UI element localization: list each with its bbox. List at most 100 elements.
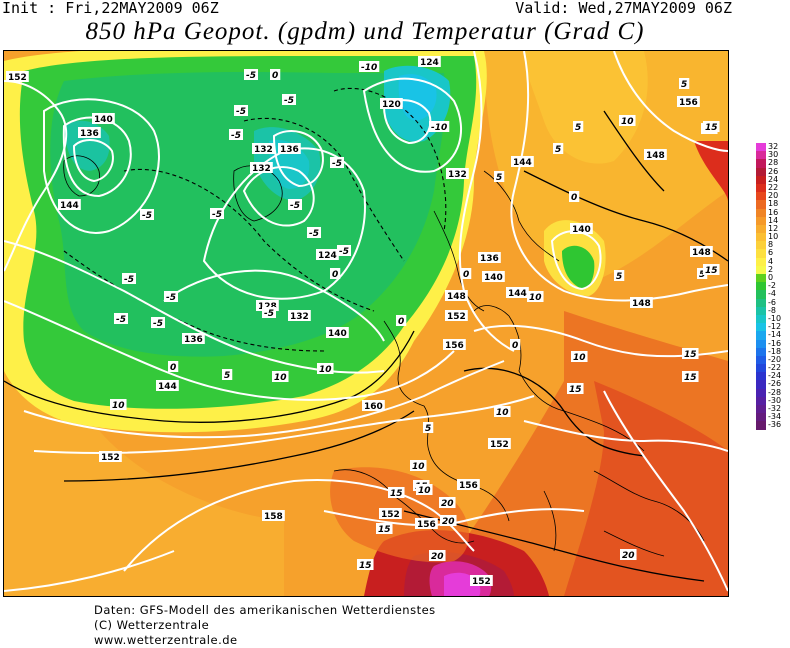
legend-value: -24 xyxy=(768,371,782,381)
svg-text:124: 124 xyxy=(318,251,337,261)
legend-value: -34 xyxy=(768,412,782,422)
geopotential-label: 152 xyxy=(470,575,493,587)
svg-text:140: 140 xyxy=(572,225,591,235)
legend-value: 26 xyxy=(768,166,779,176)
legend-entry: -8 xyxy=(756,305,790,315)
svg-text:-5: -5 xyxy=(142,211,152,221)
temperature-label: 5 xyxy=(553,143,564,155)
temperature-label: 15 xyxy=(703,121,720,133)
svg-text:15: 15 xyxy=(684,350,697,360)
svg-text:20: 20 xyxy=(441,499,454,509)
svg-text:124: 124 xyxy=(420,58,439,68)
temperature-label: 20 xyxy=(620,549,637,561)
svg-text:5: 5 xyxy=(555,145,561,155)
geopotential-label: 120 xyxy=(380,98,403,110)
legend-value: 24 xyxy=(768,174,779,184)
legend-entry: -30 xyxy=(756,396,790,405)
temperature-label: 10 xyxy=(571,351,588,363)
legend-value: -8 xyxy=(768,305,776,315)
legend-value: -32 xyxy=(768,404,782,413)
temperature-label: 10 xyxy=(619,115,636,127)
legend-swatch xyxy=(756,314,766,324)
legend-swatch xyxy=(756,421,766,430)
legend-swatch xyxy=(756,159,766,168)
svg-text:0: 0 xyxy=(170,363,176,373)
geopotential-label: 160 xyxy=(362,400,385,412)
geopotential-label: 132 xyxy=(252,143,275,155)
legend-value: 10 xyxy=(768,232,779,242)
svg-text:136: 136 xyxy=(280,145,299,155)
svg-text:-5: -5 xyxy=(339,247,349,257)
legend-entry: -18 xyxy=(756,347,790,356)
temperature-label: 0 xyxy=(396,315,407,327)
temperature-label: -5 xyxy=(288,199,302,211)
map-title: 850 hPa Geopot. (gpdm) und Temperatur (G… xyxy=(85,18,645,45)
svg-text:20: 20 xyxy=(431,552,444,562)
svg-text:0: 0 xyxy=(512,341,518,351)
svg-text:156: 156 xyxy=(679,98,698,108)
svg-text:10: 10 xyxy=(621,117,634,127)
legend-entry: -22 xyxy=(756,363,790,373)
svg-text:152: 152 xyxy=(8,73,27,83)
svg-text:0: 0 xyxy=(332,270,338,280)
svg-text:148: 148 xyxy=(632,299,651,309)
geopotential-label: 144 xyxy=(58,199,81,211)
geopotential-label: 132 xyxy=(288,310,311,322)
legend-swatch xyxy=(756,208,766,217)
geopotential-label: 152 xyxy=(379,508,402,520)
geopotential-label: 124 xyxy=(316,249,339,261)
footer-website: www.wetterzentrale.de xyxy=(94,633,238,647)
svg-text:156: 156 xyxy=(459,481,478,491)
geopotential-label: 156 xyxy=(677,96,700,108)
legend-entry: 10 xyxy=(756,232,790,242)
legend-entry: 2 xyxy=(756,265,790,274)
temperature-label: 10 xyxy=(527,291,544,303)
temperature-label: 0 xyxy=(461,268,472,280)
legend-entry: -26 xyxy=(756,379,790,389)
legend-swatch xyxy=(756,380,766,389)
geopotential-label: 144 xyxy=(156,380,179,392)
legend-swatch xyxy=(756,192,766,201)
legend-value: 18 xyxy=(768,199,779,209)
legend-entry: -12 xyxy=(756,322,790,332)
legend-swatch xyxy=(756,224,766,234)
svg-text:-5: -5 xyxy=(212,210,222,220)
legend-entry: 24 xyxy=(756,174,790,184)
legend-entry: -6 xyxy=(756,298,790,307)
temperature-legend: 32 30 28 26 24 22 20 18 16 14 12 10 8 6 4 2 0 -2 -4 -6 -8 -10… xyxy=(756,142,790,430)
temperature-label: 10 xyxy=(410,460,427,472)
temperature-label: 10 xyxy=(317,363,334,375)
svg-text:140: 140 xyxy=(94,115,113,125)
geopotential-label: 148 xyxy=(690,246,713,258)
geopotential-label: 158 xyxy=(262,510,285,522)
legend-value: 32 xyxy=(768,142,779,151)
legend-value: 16 xyxy=(768,207,779,217)
geopotential-label: 136 xyxy=(78,127,101,139)
geopotential-label: 152 xyxy=(6,71,29,83)
svg-text:140: 140 xyxy=(484,273,503,283)
svg-text:-5: -5 xyxy=(231,131,241,141)
legend-value: 4 xyxy=(768,256,774,266)
temperature-label: 20 xyxy=(439,497,456,509)
svg-text:15: 15 xyxy=(569,385,582,395)
temperature-label: 15 xyxy=(682,371,699,383)
svg-text:152: 152 xyxy=(472,577,491,587)
temperature-label: -5 xyxy=(140,209,154,221)
svg-text:140: 140 xyxy=(328,329,347,339)
geopotential-label: 136 xyxy=(278,143,301,155)
svg-text:144: 144 xyxy=(513,158,532,168)
svg-text:10: 10 xyxy=(412,462,425,472)
legend-swatch xyxy=(756,249,766,258)
geopotential-label: 140 xyxy=(570,223,593,235)
legend-value: -20 xyxy=(768,354,782,364)
init-time: Init : Fri,22MAY2009 06Z xyxy=(2,0,219,17)
footer: Daten: GFS-Modell des amerikanischen Wet… xyxy=(94,603,436,648)
geopotential-label: 152 xyxy=(488,438,511,450)
geopotential-label: 148 xyxy=(630,297,653,309)
temperature-label: 10 xyxy=(416,484,433,496)
temperature-label: 10 xyxy=(272,371,289,383)
svg-text:5: 5 xyxy=(616,272,622,282)
temperature-label: 0 xyxy=(330,268,341,280)
svg-text:10: 10 xyxy=(573,353,586,363)
temperature-label: 0 xyxy=(168,361,179,373)
